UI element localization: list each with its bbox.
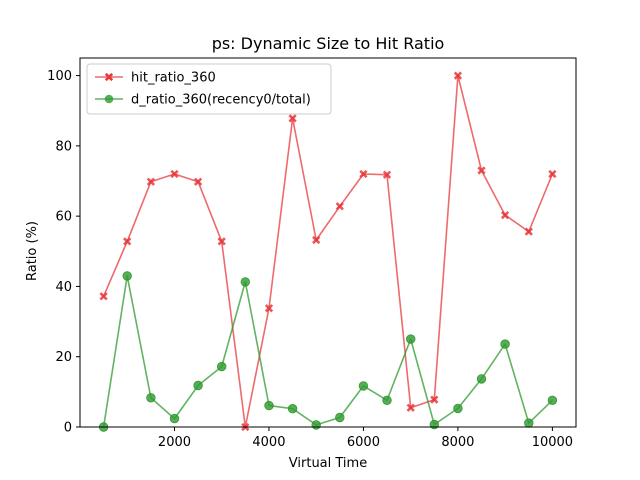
data-point-0-0 <box>99 292 108 301</box>
legend-marker-1 <box>104 94 114 104</box>
data-point-0-2 <box>146 177 156 186</box>
data-point-0-12 <box>382 170 392 179</box>
marker-stroke <box>477 166 486 175</box>
marker-stroke <box>123 237 132 246</box>
legend-marker-0 <box>104 72 114 82</box>
y-tick-label-2: 40 <box>55 280 72 295</box>
y-tick-label-3: 60 <box>55 210 72 225</box>
legend-label-1: d_ratio_360(recency0/total) <box>131 93 311 108</box>
data-point-0-5 <box>217 237 226 246</box>
x-tick-label-3: 8000 <box>441 435 474 450</box>
data-point-0-7 <box>264 304 274 313</box>
data-point-1-11 <box>358 381 369 391</box>
legend-label-0: hit_ratio_360 <box>131 71 216 86</box>
data-point-0-11 <box>359 169 368 179</box>
data-point-1-12 <box>382 395 392 406</box>
x-tick-label-4: 10000 <box>532 435 573 450</box>
data-point-0-15 <box>453 71 463 80</box>
y-tick-label-0: 0 <box>64 421 72 436</box>
data-point-1-13 <box>406 334 416 344</box>
data-point-1-19 <box>547 395 558 406</box>
data-point-0-17 <box>500 210 510 220</box>
marker-stroke <box>500 210 510 220</box>
marker-stroke <box>99 292 108 301</box>
marker-stroke <box>312 235 321 245</box>
data-point-1-7 <box>264 400 274 411</box>
marker-stroke <box>217 237 226 246</box>
data-point-1-2 <box>146 393 156 403</box>
axes-frame <box>79 57 577 428</box>
legend-entry-0: hit_ratio_360 <box>95 71 216 86</box>
data-point-1-16 <box>476 374 487 384</box>
data-point-1-14 <box>429 419 440 430</box>
marker-stroke <box>548 169 557 179</box>
marker-stroke <box>453 71 463 80</box>
data-point-1-5 <box>216 361 227 372</box>
data-point-1-18 <box>524 418 534 428</box>
y-tick-label-5: 100 <box>47 69 72 84</box>
legend-entry-1: d_ratio_360(recency0/total) <box>95 93 311 108</box>
chart-title: ps: Dynamic Size to Hit Ratio <box>212 34 445 53</box>
data-point-0-10 <box>335 202 344 211</box>
data-point-0-14 <box>430 395 439 404</box>
series-line-0 <box>102 74 554 428</box>
data-point-1-6 <box>240 277 251 287</box>
marker-stroke <box>359 169 368 179</box>
legend-box <box>86 63 332 115</box>
legend: hit_ratio_360 d_ratio_360(recency0/total) <box>86 63 332 115</box>
marker-stroke <box>288 114 297 123</box>
data-point-0-1 <box>123 237 132 246</box>
data-point-1-3 <box>169 413 180 424</box>
data-point-0-3 <box>170 169 179 179</box>
y-axis-title: Ratio (%) <box>25 221 40 281</box>
data-point-0-9 <box>312 235 321 245</box>
data-point-1-10 <box>335 412 345 423</box>
data-point-0-19 <box>548 169 557 179</box>
axes: 2000 4000 6000 8000 10000 0 20 40 60 80 100 <box>47 57 577 450</box>
series-line-1 <box>102 275 553 428</box>
data-point-1-8 <box>287 404 298 414</box>
x-axis-title: Virtual Time <box>289 456 367 471</box>
marker-stroke <box>146 177 156 186</box>
plot-area <box>98 71 558 432</box>
data-point-0-8 <box>288 114 297 123</box>
marker-stroke <box>382 170 392 179</box>
data-point-1-9 <box>311 420 321 430</box>
marker-stroke <box>193 177 203 186</box>
data-point-1-15 <box>453 403 463 414</box>
data-point-0-16 <box>477 166 486 175</box>
marker-stroke <box>264 304 274 313</box>
y-tick-label-4: 80 <box>55 139 72 154</box>
data-point-0-13 <box>406 403 415 412</box>
data-point-1-17 <box>500 339 510 349</box>
marker-stroke <box>430 395 439 404</box>
marker-stroke <box>335 202 344 211</box>
marker-stroke <box>524 227 533 236</box>
x-tick-label-1: 4000 <box>252 435 285 450</box>
data-point-0-18 <box>524 227 533 236</box>
marker-stroke <box>170 169 179 179</box>
x-tick-label-0: 2000 <box>158 435 191 450</box>
data-point-1-4 <box>193 380 203 391</box>
data-point-1-1 <box>122 271 132 281</box>
data-point-0-4 <box>193 177 203 186</box>
y-tick-label-1: 20 <box>55 350 72 365</box>
x-tick-label-2: 6000 <box>347 435 380 450</box>
marker-stroke <box>406 403 415 412</box>
